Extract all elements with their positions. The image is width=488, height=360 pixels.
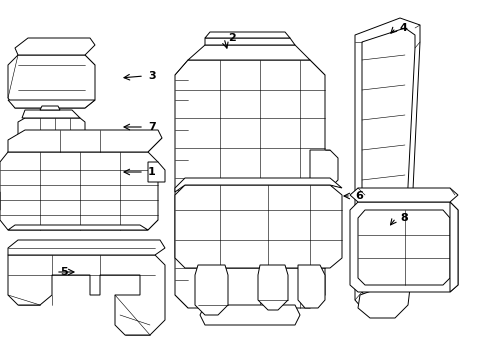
Polygon shape [195,265,227,315]
Polygon shape [357,280,409,318]
Polygon shape [0,152,158,230]
Polygon shape [175,178,341,192]
Polygon shape [175,185,341,268]
Polygon shape [309,150,337,188]
Polygon shape [15,38,95,55]
Polygon shape [361,28,414,305]
Text: 5: 5 [60,267,67,277]
Polygon shape [349,202,457,292]
Polygon shape [40,106,60,110]
Polygon shape [349,188,457,202]
Polygon shape [8,225,148,230]
Polygon shape [22,110,80,118]
Polygon shape [175,60,325,308]
Polygon shape [258,265,287,310]
Text: 7: 7 [148,122,156,132]
Polygon shape [18,118,85,145]
Polygon shape [297,265,325,308]
Text: 1: 1 [148,167,156,177]
Text: 8: 8 [399,213,407,223]
Polygon shape [354,18,419,315]
Polygon shape [8,55,95,108]
Polygon shape [8,130,162,152]
Polygon shape [8,100,95,108]
Text: 6: 6 [354,191,362,201]
Text: 4: 4 [399,23,407,33]
Polygon shape [204,32,289,38]
Polygon shape [187,45,309,60]
Polygon shape [8,255,164,335]
Text: 3: 3 [148,71,155,81]
Polygon shape [200,305,299,325]
Polygon shape [449,202,457,292]
Text: 2: 2 [227,33,235,43]
Polygon shape [357,210,449,285]
Polygon shape [148,162,164,182]
Polygon shape [8,240,164,255]
Polygon shape [204,38,294,45]
